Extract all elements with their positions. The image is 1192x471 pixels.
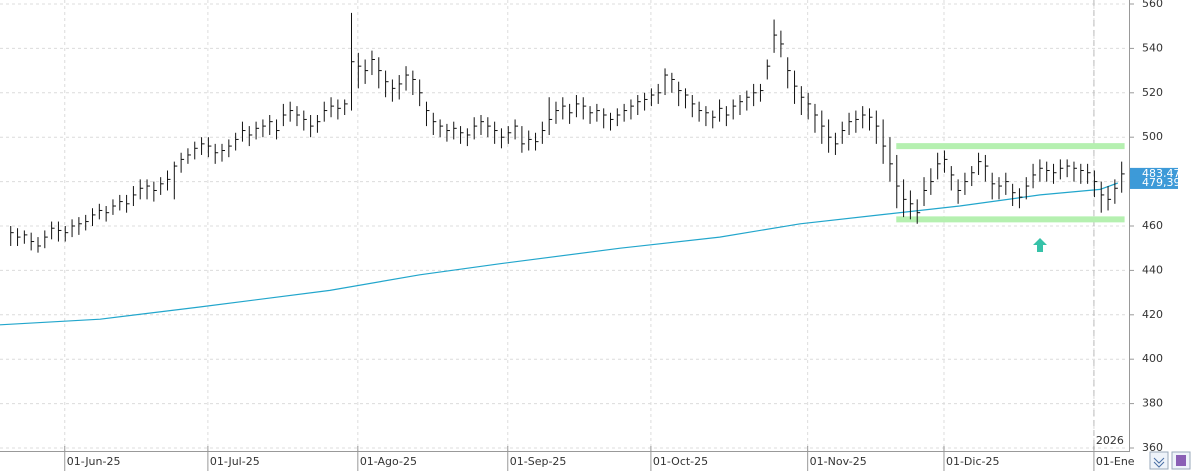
- x-tick-label: 01-Jul-25: [210, 455, 260, 468]
- y-tick-label: 560: [1142, 0, 1163, 10]
- price-label-box: [1130, 167, 1178, 180]
- x-tick-label: 01-Dic-25: [946, 455, 1000, 468]
- collapse-button[interactable]: [1149, 451, 1169, 470]
- y-tick-label: 360: [1142, 441, 1163, 454]
- x-tick-label: 01-Jun-25: [67, 455, 121, 468]
- collapse-icon: [1153, 457, 1165, 468]
- y-tick-label: 500: [1142, 130, 1163, 143]
- y-tick-label: 520: [1142, 86, 1163, 99]
- x-tick-label: 01-Nov-25: [810, 455, 867, 468]
- toolbar: [1149, 451, 1191, 470]
- y-tick-label: 400: [1142, 352, 1163, 365]
- ma-label: 479,39: [1142, 176, 1181, 189]
- year-label: 2026: [1096, 434, 1124, 447]
- y-tick-label: 540: [1142, 41, 1163, 54]
- price-label: 483,47: [1142, 167, 1181, 180]
- y-tick-label: 460: [1142, 219, 1163, 232]
- x-tick-label: 01-Ago-25: [360, 455, 417, 468]
- x-tick-label: 01-Ene: [1096, 455, 1135, 468]
- y-tick-label: 440: [1142, 263, 1163, 276]
- y-tick-label: 380: [1142, 397, 1163, 410]
- y-tick-label: 420: [1142, 308, 1163, 321]
- x-tick-label: 01-Sep-25: [510, 455, 567, 468]
- ma-label-box: [1130, 176, 1178, 189]
- save-icon: [1176, 455, 1186, 466]
- arrow-icon: [1033, 238, 1047, 252]
- x-tick-label: 01-Oct-25: [653, 455, 708, 468]
